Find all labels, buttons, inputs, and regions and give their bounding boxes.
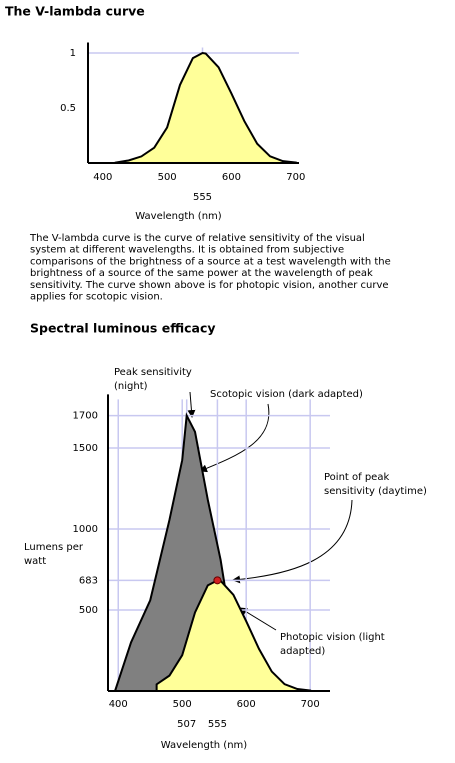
paragraph-line: The V-lambda curve is the curve of relat… [29,233,365,244]
y-tick-label: 683 [79,575,98,586]
chart: 0.5 1 400 500 600 700 555 Wavelength (nm) [60,42,305,222]
annotation: adapted) [280,646,325,657]
paragraph-line: system at different wavelengths. It is o… [30,245,344,256]
x-tick-label: 500 [158,172,177,183]
arrow [187,391,196,418]
paragraph: The V-lambda curve is the curve of relat… [29,233,391,303]
x-tick-label: 600 [222,172,241,183]
annotation: sensitivity (daytime) [324,486,427,497]
arrow [232,499,353,584]
area [155,579,312,692]
paragraph-line: brightness of a source of the same power… [30,268,373,279]
x-tick-label: 400 [93,172,112,183]
y-tick-label: 1000 [73,524,98,535]
x-tick-label: 700 [286,172,305,183]
y-axis-label: watt [24,556,46,567]
y-tick-label: 1 [70,48,76,59]
chart: 500 683 1000 1500 1700 400 500 600 700 507 555 Wave… [24,367,427,751]
paragraph-line: comparisons of the brightness of a sourc… [30,256,391,267]
x-tick-label: 507 [177,719,196,730]
x-tick-label: 555 [208,719,227,730]
y-tick-label: 1700 [73,411,98,422]
x-tick-label: 600 [237,699,256,710]
x-tick-label: 555 [193,192,212,203]
title: The V-lambda curve [5,4,145,19]
annotation: Photopic vision (light [280,632,385,643]
y-axis-label: Lumens per [24,542,84,553]
y-tick-label: 0.5 [60,103,76,114]
paragraph-line: sensitivity. The curve shown above is fo… [30,280,389,291]
title: Spectral luminous efficacy [30,321,216,336]
annotation: Point of peak [324,472,389,483]
annotation: Peak sensitivity [114,367,192,378]
annotation: Scotopic vision (dark adapted) [210,389,363,400]
x-axis-label: Wavelength (nm) [161,740,247,751]
area [114,51,297,164]
y-tick-label: 1500 [73,443,98,454]
peak-dot [213,576,222,585]
x-axis-label: Wavelength (nm) [135,211,221,222]
x-tick-label: 400 [109,699,128,710]
y-tick-label: 500 [79,605,98,616]
x-tick-label: 500 [173,699,192,710]
x-tick-label: 700 [301,699,320,710]
annotation: (night) [114,381,148,392]
arrow [199,403,270,473]
paragraph-line: applies for scotopic vision. [30,292,163,303]
